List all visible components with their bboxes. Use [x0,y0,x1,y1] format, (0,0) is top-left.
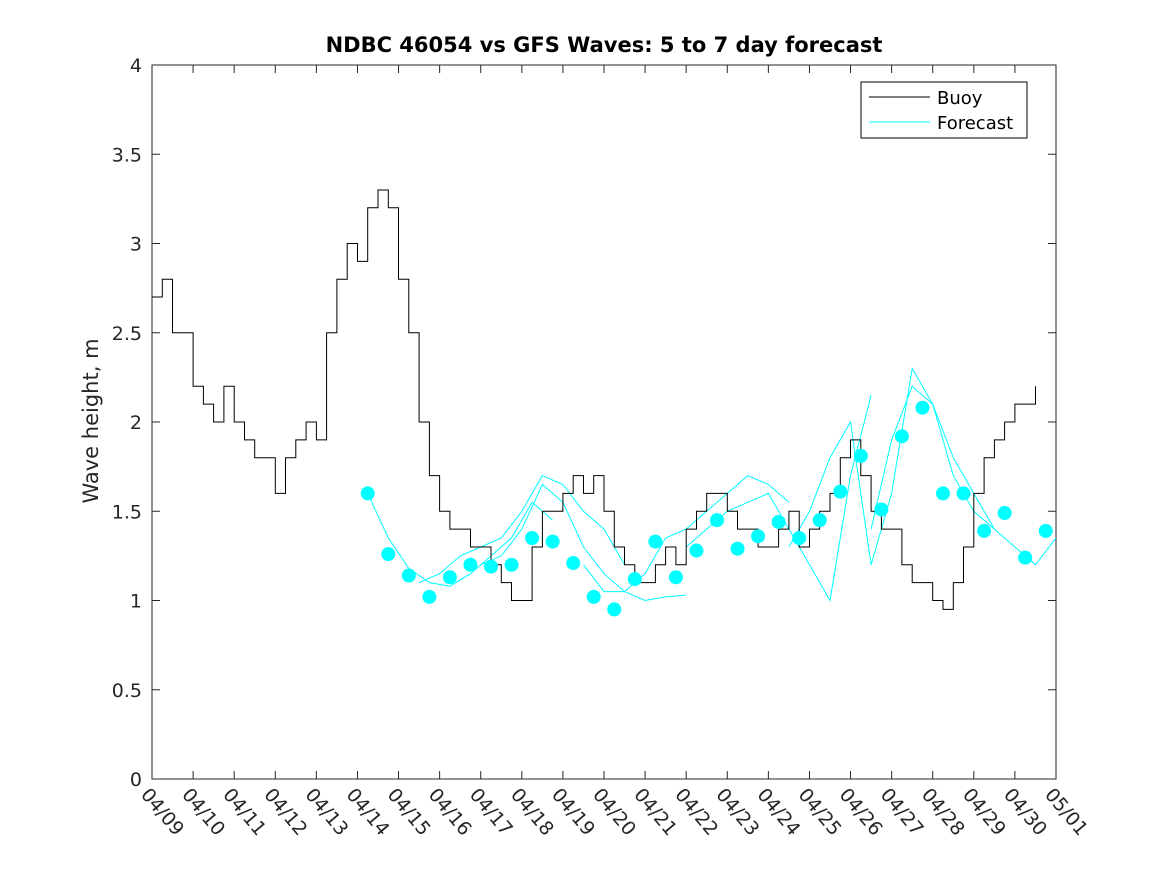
forecast-point [915,400,930,415]
y-tick-label: 2.5 [112,323,142,345]
forecast-point [751,529,766,544]
forecast-point [525,531,540,546]
forecast-point [689,543,704,558]
chart-title: NDBC 46054 vs GFS Waves: 5 to 7 day fore… [326,33,883,57]
y-tick-label: 1.5 [112,501,142,523]
legend: Buoy Forecast [860,81,1028,139]
forecast-point [504,557,519,572]
forecast-series-line-1 [367,493,553,587]
forecast-point [1018,550,1033,565]
plot-area-frame [151,64,1057,780]
plot-layer: 00.511.522.533.5404/0904/1004/1104/1204/… [112,55,1092,840]
forecast-point [401,568,416,583]
forecast-point [997,506,1012,521]
forecast-point [812,513,827,528]
y-tick-label: 0 [130,769,142,791]
buoy-line [152,189,1036,610]
forecast-point [463,557,478,572]
y-tick-label: 3.5 [112,144,142,166]
forecast-point [566,556,581,571]
y-axis-label: Wave height, m [79,338,103,503]
forecast-point [936,486,950,501]
y-tick-label: 0.5 [112,680,142,702]
forecast-point [648,534,663,549]
forecast-point [607,602,622,617]
forecast-series-line-2 [418,474,625,584]
forecast-point [853,448,868,463]
forecast-point [668,570,683,585]
forecast-point [792,531,807,546]
y-tick-label: 2 [130,412,142,434]
forecast-point [442,570,457,585]
forecast-point [894,429,909,444]
forecast-point [730,541,745,556]
forecast-point [771,514,786,529]
legend-label-forecast: Forecast [937,113,1013,134]
forecast-point [484,559,498,574]
legend-label-buoy: Buoy [937,88,983,109]
forecast-point [381,547,396,562]
forecast-point [422,589,437,604]
forecast-point [956,486,971,501]
forecast-series-line-6 [788,367,995,565]
forecast-point [627,572,642,587]
forecast-point [545,534,560,549]
y-tick-label: 3 [130,234,142,256]
forecast-point [1038,523,1053,538]
forecast-point [977,523,992,538]
y-tick-label: 1 [130,591,142,613]
forecast-point [360,486,375,501]
forecast-series-line-3 [480,483,687,602]
forecast-point [586,589,601,604]
forecast-point [710,513,724,528]
forecast-point [833,484,848,499]
y-tick-label: 4 [130,55,142,77]
forecast-point [874,502,889,517]
legend-box [860,81,1028,139]
